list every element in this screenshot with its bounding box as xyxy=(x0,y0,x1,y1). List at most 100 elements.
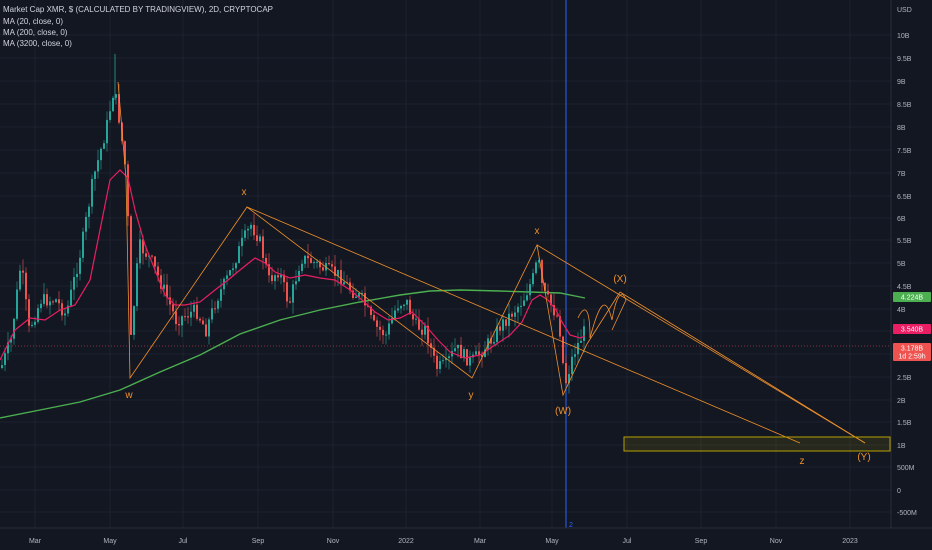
candle-body xyxy=(580,340,582,343)
candle-body xyxy=(175,311,177,325)
candle-body xyxy=(190,311,192,318)
candle-body xyxy=(256,235,258,241)
candle-body xyxy=(331,264,333,267)
wave-label: y xyxy=(469,390,474,401)
wave-drawings[interactable]: w x y x (W) (X) z (Y) xyxy=(117,81,891,467)
price-tick-label: 1B xyxy=(897,443,906,450)
candle-body xyxy=(85,216,87,232)
time-tick-label: May xyxy=(103,538,117,545)
cursor-badge: 2 xyxy=(569,522,573,529)
candle-body xyxy=(193,304,195,312)
wave-path xyxy=(117,81,621,397)
candle-body xyxy=(34,321,36,325)
time-axis[interactable]: Mar May Jul Sep Nov 2022 Mar May Jul Sep Nov 2023 2 xyxy=(0,522,932,545)
candle-body xyxy=(322,267,324,271)
time-tick-label: Nov xyxy=(327,538,340,545)
candle-body xyxy=(394,310,396,319)
candle-body xyxy=(382,329,384,336)
price-tick-label: 7.5B xyxy=(897,148,912,155)
candle-body xyxy=(508,313,510,326)
candle-body xyxy=(157,266,159,276)
candle-body xyxy=(520,305,522,307)
candle-body xyxy=(127,164,129,217)
candle-body xyxy=(46,294,48,306)
candle-body xyxy=(550,294,552,306)
candle-body xyxy=(553,305,555,316)
symbol-title[interactable]: Market Cap XMR, $ (CALCULATED BY TRADING… xyxy=(3,5,273,14)
candle-body xyxy=(445,358,447,361)
candle-body xyxy=(373,315,375,321)
candle-body xyxy=(280,274,282,278)
candle-body xyxy=(364,292,366,306)
price-tick-label: 4.5B xyxy=(897,284,912,291)
candle-body xyxy=(499,326,501,331)
candle-body xyxy=(343,282,345,285)
candle-body xyxy=(439,361,441,369)
price-tick-label: 7B xyxy=(897,171,906,178)
candle-body xyxy=(301,263,303,271)
candle-body xyxy=(199,318,201,321)
candle-body xyxy=(145,253,147,257)
indicator-ma20[interactable]: MA (20, close, 0) xyxy=(3,17,64,26)
candle-body xyxy=(361,292,363,294)
candle-body xyxy=(463,349,465,359)
candle-body xyxy=(223,278,225,290)
candle-body xyxy=(31,324,33,326)
candle-body xyxy=(502,319,504,331)
price-tick-label: 8B xyxy=(897,125,906,132)
candle-body xyxy=(187,316,189,318)
candle-body xyxy=(517,306,519,313)
candle-body xyxy=(109,111,111,120)
candle-body xyxy=(286,282,288,302)
candle-body xyxy=(166,284,168,298)
candle-body xyxy=(4,353,6,366)
grid xyxy=(0,0,891,528)
candle-body xyxy=(559,316,561,337)
candle-body xyxy=(538,260,540,263)
candle-body xyxy=(562,336,564,364)
ma200-line xyxy=(0,289,586,419)
candle-body xyxy=(427,325,429,344)
price-tick-label: 10B xyxy=(897,33,910,40)
candle-body xyxy=(568,374,570,384)
candle-body xyxy=(154,256,156,267)
time-tick-label: 2022 xyxy=(398,538,414,545)
candle-body xyxy=(7,342,9,354)
candle-body xyxy=(481,354,483,358)
time-tick-label: Jul xyxy=(623,538,632,545)
candle-body xyxy=(211,308,213,320)
candle-body xyxy=(385,334,387,336)
candle-body xyxy=(82,231,84,258)
candle-body xyxy=(91,178,93,207)
price-tag-label: 3.178B xyxy=(901,346,924,353)
candle-body xyxy=(430,343,432,348)
candle-body xyxy=(181,316,183,326)
price-axis[interactable]: USD 10B 9.5B 9B 8.5B 8B 7.5B 7B 6.5B 6B 5.5B 5B 4.5B… xyxy=(890,0,931,528)
candle-body xyxy=(49,301,51,306)
price-tag-label: 4.224B xyxy=(901,295,924,302)
candle-body xyxy=(340,269,342,285)
wave-label: x xyxy=(535,226,540,237)
candles xyxy=(1,54,585,394)
candle-body xyxy=(424,325,426,335)
time-tick-label: 2023 xyxy=(842,538,858,545)
indicator-ma200[interactable]: MA (200, close, 0) xyxy=(3,28,68,37)
wave-label: (W) xyxy=(555,406,571,417)
candle-body xyxy=(217,300,219,309)
price-tick-label: 9.5B xyxy=(897,56,912,63)
wave-channel-upper xyxy=(246,206,801,444)
candle-body xyxy=(295,281,297,285)
candle-body xyxy=(259,236,261,241)
price-tick-label: 1.5B xyxy=(897,420,912,427)
candle-body xyxy=(76,273,78,278)
candle-body xyxy=(40,303,42,309)
wave-sketch xyxy=(589,294,627,339)
indicator-ma3200[interactable]: MA (3200, close, 0) xyxy=(3,39,72,48)
candle-body xyxy=(19,270,21,290)
candle-body xyxy=(115,94,117,98)
candle-body xyxy=(370,306,372,316)
candle-body xyxy=(535,262,537,274)
candle-body xyxy=(397,308,399,311)
candle-body xyxy=(94,171,96,179)
